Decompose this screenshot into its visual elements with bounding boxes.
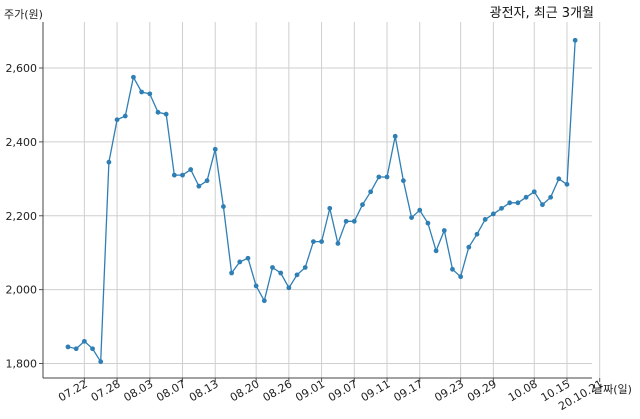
data-point bbox=[286, 285, 292, 291]
data-point bbox=[450, 266, 455, 272]
data-point bbox=[400, 178, 406, 184]
data-point bbox=[294, 272, 300, 278]
data-point bbox=[523, 194, 529, 200]
data-point bbox=[564, 181, 570, 187]
y-tick-labels: 1,800 2,000 2,200 2,400 2,600 bbox=[6, 62, 38, 371]
x-tick-label: 09.11 bbox=[359, 377, 393, 404]
x-tick-label: 09.17 bbox=[391, 377, 425, 404]
x-tick-label: 08.03 bbox=[122, 377, 156, 404]
x-tick-label: 09.29 bbox=[465, 377, 499, 404]
data-point bbox=[376, 174, 382, 180]
data-point bbox=[392, 133, 398, 139]
axes bbox=[39, 22, 601, 382]
grid-lines bbox=[43, 22, 601, 378]
data-point bbox=[122, 113, 128, 119]
y-tick-label: 2,600 bbox=[6, 62, 38, 75]
data-point bbox=[409, 215, 414, 220]
data-point bbox=[490, 211, 496, 217]
data-point bbox=[261, 298, 267, 304]
data-point bbox=[155, 109, 161, 115]
data-point bbox=[458, 274, 464, 280]
data-point bbox=[147, 91, 153, 97]
data-point bbox=[360, 202, 365, 208]
data-point bbox=[466, 244, 472, 250]
y-tick-label: 2,000 bbox=[6, 284, 38, 297]
x-tick-label: 09.23 bbox=[432, 377, 466, 404]
data-point bbox=[171, 172, 177, 178]
x-axis-title: 날짜(일) bbox=[593, 382, 632, 396]
data-point bbox=[540, 202, 545, 208]
series bbox=[65, 37, 578, 365]
data-point bbox=[548, 194, 554, 200]
data-point bbox=[474, 231, 480, 237]
data-point bbox=[515, 200, 521, 206]
chart-title: 광전자, 최근 3개월 bbox=[490, 6, 594, 21]
x-tick-label: 08.13 bbox=[187, 377, 221, 404]
data-point bbox=[311, 239, 316, 245]
data-point bbox=[204, 178, 210, 184]
data-point bbox=[98, 359, 104, 365]
data-point bbox=[196, 183, 202, 189]
data-point bbox=[499, 205, 504, 211]
data-point bbox=[90, 346, 95, 352]
x-tick-label: 07.28 bbox=[89, 377, 123, 404]
data-point bbox=[441, 228, 447, 233]
x-tick-label: 08.20 bbox=[228, 377, 262, 404]
data-point bbox=[65, 344, 71, 350]
y-tick-label: 2,400 bbox=[6, 136, 38, 149]
data-point bbox=[343, 218, 349, 224]
x-tick-label: 08.26 bbox=[261, 377, 295, 404]
data-point bbox=[335, 241, 341, 246]
data-point bbox=[482, 217, 488, 222]
data-point bbox=[180, 172, 185, 178]
data-point bbox=[507, 200, 513, 206]
data-point bbox=[229, 270, 235, 276]
data-point bbox=[237, 259, 243, 265]
data-point bbox=[384, 174, 390, 180]
data-point bbox=[245, 255, 251, 261]
data-point bbox=[131, 74, 136, 80]
data-point bbox=[139, 89, 145, 95]
x-tick-label: 09.01 bbox=[293, 377, 327, 404]
data-point bbox=[270, 265, 275, 270]
x-tick-label: 09.07 bbox=[326, 377, 360, 404]
data-point bbox=[114, 117, 120, 123]
data-point bbox=[319, 239, 324, 245]
data-point bbox=[417, 207, 423, 213]
x-tick-label: 07.22 bbox=[56, 377, 90, 404]
y-axis-title: 주가(원) bbox=[4, 8, 43, 21]
data-point bbox=[351, 218, 357, 224]
data-point bbox=[368, 189, 374, 195]
data-point bbox=[106, 159, 112, 165]
data-point bbox=[572, 37, 578, 43]
data-point bbox=[188, 167, 194, 172]
data-point bbox=[556, 176, 562, 182]
data-point bbox=[73, 346, 79, 352]
data-point bbox=[425, 220, 431, 226]
data-point bbox=[531, 189, 537, 195]
data-point bbox=[81, 338, 87, 344]
y-tick-label: 2,200 bbox=[6, 210, 38, 223]
data-point bbox=[253, 283, 259, 289]
x-tick-label: 08.07 bbox=[154, 377, 188, 404]
data-point bbox=[327, 205, 333, 211]
data-point bbox=[302, 265, 308, 270]
data-point bbox=[278, 270, 284, 276]
data-point bbox=[163, 111, 169, 117]
y-tick-label: 1,800 bbox=[6, 358, 38, 371]
data-point bbox=[433, 248, 439, 254]
data-point bbox=[212, 146, 218, 152]
x-tick-label: 10.08 bbox=[506, 377, 540, 404]
data-point bbox=[221, 204, 226, 209]
